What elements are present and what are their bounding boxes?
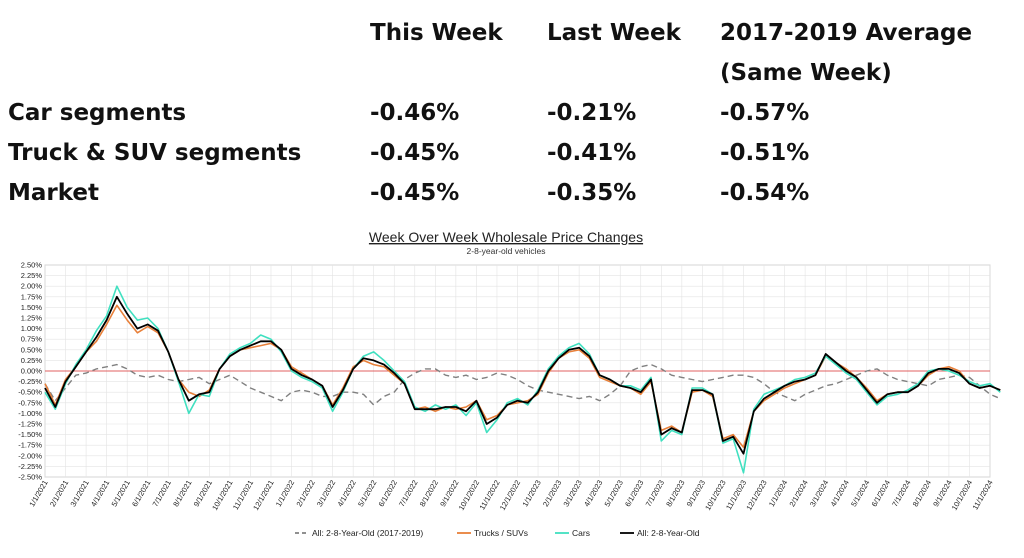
x-tick-label: 1/1/2024 [767, 479, 789, 509]
y-tick-label: 1.25% [21, 314, 43, 323]
y-tick-label: -0.25% [18, 377, 42, 386]
y-tick-label: -1.75% [18, 441, 42, 450]
x-tick-label: 6/1/2024 [870, 479, 892, 509]
chart-svg: Week Over Week Wholesale Price Changes 2… [18, 229, 1001, 538]
car-last-week: -0.21% [547, 100, 637, 126]
x-tick-label: 3/1/2021 [68, 479, 90, 509]
x-tick-label: 3/1/2024 [808, 479, 830, 509]
x-tick-label: 9/1/2023 [685, 479, 707, 509]
y-tick-label: 2.00% [21, 282, 43, 291]
x-tick-label: 8/1/2024 [911, 479, 933, 509]
x-tick-label: 1/1/2021 [27, 479, 49, 509]
header-average: 2017-2019 Average [720, 20, 973, 46]
y-tick-label: 1.00% [21, 324, 43, 333]
legend-label: Cars [572, 528, 590, 538]
price-change-chart: Week Over Week Wholesale Price Changes 2… [0, 220, 1024, 553]
x-tick-label: 5/1/2023 [603, 479, 625, 509]
y-tick-label: -0.50% [18, 388, 42, 397]
series-line-1 [44, 363, 1001, 406]
y-tick-label: -2.25% [18, 462, 42, 471]
legend-label: Trucks / SUVs [474, 528, 528, 538]
x-tick-label: 8/1/2023 [664, 479, 686, 509]
x-tick-label: 1/1/2023 [520, 479, 542, 509]
header-this-week: This Week [370, 20, 503, 46]
legend-label: All: 2-8-Year-Old (2017-2019) [312, 528, 423, 538]
market-average: -0.54% [720, 180, 810, 206]
row-label-truck: Truck & SUV segments [8, 140, 302, 166]
y-tick-label: 2.25% [21, 271, 43, 280]
x-tick-label: 1/1/2022 [274, 479, 296, 509]
header-same-week: (Same Week) [720, 60, 892, 86]
legend: All: 2-8-Year-Old (2017-2019) Trucks / SU… [295, 528, 700, 538]
market-last-week: -0.35% [547, 180, 637, 206]
y-tick-label: 2.50% [21, 261, 43, 270]
x-tick-label: 7/1/2024 [890, 479, 912, 509]
x-tick-label: 6/1/2022 [377, 479, 399, 509]
y-axis-ticks: 2.50%2.25% 2.00%1.75% 1.50% 1.25%1.00% 0.75%… [18, 261, 42, 482]
y-tick-label: -1.50% [18, 430, 42, 439]
x-axis-ticks: 1/1/20212/1/20213/1/20214/1/20215/1/2021… [27, 479, 994, 512]
y-tick-label: -1.25% [18, 420, 42, 429]
x-tick-label: 8/1/2022 [418, 479, 440, 509]
x-tick-label: 7/1/2022 [397, 479, 419, 509]
x-tick-label: 4/1/2021 [89, 479, 111, 509]
x-tick-label: 2/1/2022 [294, 479, 316, 509]
x-tick-label: 9/1/2022 [438, 479, 460, 509]
x-tick-label: 4/1/2024 [829, 479, 851, 509]
x-tick-label: 7/1/2023 [644, 479, 666, 509]
x-tick-label: 5/1/2021 [110, 479, 132, 509]
y-tick-label: 0.00% [21, 367, 43, 376]
x-tick-label: 3/1/2023 [561, 479, 583, 509]
x-tick-label: 2/1/2021 [48, 479, 70, 509]
x-tick-label: 9/1/2021 [192, 479, 214, 509]
chart-title: Week Over Week Wholesale Price Changes [369, 229, 643, 245]
x-tick-label: 12/1/2021 [251, 479, 275, 512]
x-tick-label: 2/1/2024 [787, 479, 809, 509]
y-tick-label: 1.75% [21, 292, 43, 301]
y-tick-label: -2.00% [18, 451, 42, 460]
x-tick-label: 2/1/2023 [541, 479, 563, 509]
x-tick-label: 6/1/2023 [623, 479, 645, 509]
row-label-car: Car segments [8, 100, 187, 126]
y-tick-label: 0.50% [21, 345, 43, 354]
x-tick-label: 12/1/2023 [744, 479, 768, 512]
truck-last-week: -0.41% [547, 140, 637, 166]
y-tick-label: -0.75% [18, 398, 42, 407]
x-tick-label: 4/1/2023 [582, 479, 604, 509]
x-tick-label: 7/1/2021 [151, 479, 173, 509]
series-line-4 [44, 295, 1001, 455]
y-tick-label: 1.50% [21, 303, 43, 312]
x-tick-label: 8/1/2021 [171, 479, 193, 509]
header-last-week: Last Week [547, 20, 681, 46]
series-line-2 [44, 304, 1001, 449]
chart-subtitle: 2-8-year-old vehicles [467, 246, 546, 256]
x-tick-label: 4/1/2022 [335, 479, 357, 509]
legend-label: All: 2-8-Year-Old [637, 528, 700, 538]
x-tick-label: 3/1/2022 [315, 479, 337, 509]
x-tick-label: 11/1/2024 [971, 479, 995, 512]
x-tick-label: 5/1/2024 [849, 479, 871, 509]
series-lines [44, 285, 1001, 474]
y-tick-label: -2.50% [18, 473, 42, 482]
x-tick-label: 9/1/2024 [931, 479, 953, 509]
market-this-week: -0.45% [370, 180, 460, 206]
car-average: -0.57% [720, 100, 810, 126]
x-tick-label: 12/1/2022 [498, 479, 522, 512]
car-this-week: -0.46% [370, 100, 460, 126]
y-tick-label: 0.25% [21, 356, 43, 365]
truck-average: -0.51% [720, 140, 810, 166]
row-label-market: Market [8, 180, 100, 206]
truck-this-week: -0.45% [370, 140, 460, 166]
y-tick-label: -1.00% [18, 409, 42, 418]
x-tick-label: 5/1/2022 [356, 479, 378, 509]
x-tick-label: 6/1/2021 [130, 479, 152, 509]
y-tick-label: 0.75% [21, 335, 43, 344]
